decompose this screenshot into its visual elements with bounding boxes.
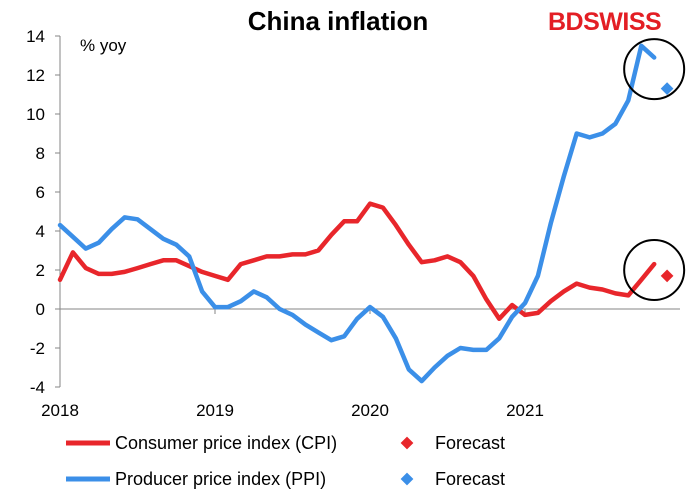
x-tick-label: 2020 xyxy=(351,401,389,420)
y-unit-label: % yoy xyxy=(80,36,127,55)
y-tick-label: 6 xyxy=(36,183,45,202)
x-tick-label: 2021 xyxy=(506,401,544,420)
y-tick-label: -4 xyxy=(30,378,45,397)
series-lines xyxy=(57,43,657,384)
y-tick-label: 12 xyxy=(26,66,45,85)
logo-bd: BD xyxy=(548,8,583,36)
legend: Consumer price index (CPI) Forecast Prod… xyxy=(66,433,505,489)
y-tick-label: -2 xyxy=(30,339,45,358)
annotations xyxy=(623,38,686,301)
forecast-points xyxy=(660,82,674,283)
y-tick-label: 14 xyxy=(26,27,45,46)
axes xyxy=(55,35,680,388)
legend-cpi-forecast-marker xyxy=(400,436,414,450)
y-tick-label: 0 xyxy=(36,300,45,319)
legend-ppi-label: Producer price index (PPI) xyxy=(115,469,326,489)
y-tick-label: 2 xyxy=(36,261,45,280)
y-tick-labels: -4 -2 0 2 4 6 8 10 12 14 xyxy=(26,27,45,397)
legend-ppi-forecast-marker xyxy=(400,472,414,486)
y-tick-label: 8 xyxy=(36,144,45,163)
y-tick-label: 10 xyxy=(26,105,45,124)
y-tick-label: 4 xyxy=(36,222,45,241)
x-tick-label: 2019 xyxy=(196,401,234,420)
x-tick-label: 2018 xyxy=(41,401,79,420)
ppi-line xyxy=(57,43,657,384)
logo-swiss: SWISS xyxy=(583,8,661,36)
svg-text:BDSWISS: BDSWISS xyxy=(548,8,661,36)
brand-logo: BDSWISS xyxy=(548,8,662,36)
legend-cpi-forecast-label: Forecast xyxy=(435,433,505,453)
cpi-forecast-marker xyxy=(660,269,674,283)
chart-title: China inflation xyxy=(248,6,429,36)
ppi-highlight-circle xyxy=(623,38,686,101)
cpi-line xyxy=(57,201,657,322)
x-tick-labels: 2018 2019 2020 2021 xyxy=(41,401,544,420)
legend-ppi-forecast-label: Forecast xyxy=(435,469,505,489)
cpi-highlight-circle xyxy=(623,239,686,301)
legend-cpi-label: Consumer price index (CPI) xyxy=(115,433,337,453)
